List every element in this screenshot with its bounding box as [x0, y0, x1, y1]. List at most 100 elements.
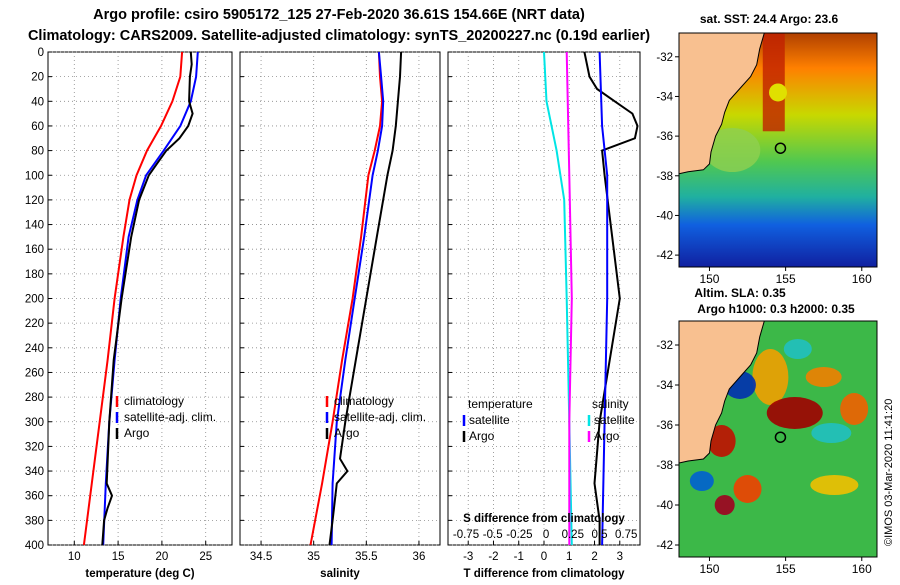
- map-frame: [678, 32, 878, 268]
- x2-tick-label: -0.5: [483, 529, 503, 541]
- x-tick-label: 2: [591, 551, 597, 563]
- y-tick-label: 100: [25, 170, 44, 182]
- x-tick-label: 0: [541, 551, 547, 563]
- legend-label: satellite: [594, 413, 635, 427]
- series-line-satellite-adj--clim-: [330, 51, 385, 546]
- sla-map-title-2: Argo h1000: 0.3 h2000: 0.35: [697, 302, 855, 316]
- y-tick-label: 320: [25, 441, 44, 453]
- series-line-argo: [101, 51, 194, 546]
- x2-tick-label: -0.25: [506, 529, 532, 541]
- lon-tick-label: 150: [699, 272, 719, 286]
- sla-anomaly: [811, 423, 852, 443]
- lat-tick-label: -42: [656, 250, 673, 262]
- x-tick-label: 10: [68, 551, 81, 563]
- series-line-climatology: [82, 51, 184, 546]
- sla-anomaly: [689, 471, 714, 491]
- x2-axis-label: S difference from climatology: [463, 513, 625, 525]
- legend-label: Argo: [469, 429, 495, 443]
- y-tick-label: 180: [25, 269, 44, 281]
- sla-map-title-1: Altim. SLA: 0.35: [694, 286, 786, 300]
- sst-map-title: sat. SST: 24.4 Argo: 23.6: [700, 12, 839, 26]
- x2-tick-label: 0.5: [592, 529, 608, 541]
- x2-tick-label: 0.75: [615, 529, 637, 541]
- sla-map: -32 -34 -36 -38 -40 -42 150 155 160: [656, 320, 878, 576]
- sla-anomaly: [733, 475, 762, 503]
- imos-credit: ©IMOS 03-Mar-2020 11:41:20: [883, 399, 895, 546]
- y-tick-label: 380: [25, 515, 44, 527]
- x-axis-label: T difference from climatology: [463, 568, 625, 580]
- y-tick-label: 220: [25, 318, 44, 330]
- legend-label: Argo: [334, 426, 360, 440]
- lon-tick-label: 155: [776, 562, 796, 576]
- lon-tick-label: 150: [699, 562, 719, 576]
- x2-tick-label: 0: [543, 529, 549, 541]
- y-tick-label: 20: [31, 72, 44, 84]
- y-tick-label: 400: [25, 540, 44, 552]
- lat-tick-label: -36: [656, 420, 673, 432]
- x-tick-label: -3: [463, 551, 473, 563]
- x-tick-label: 3: [617, 551, 623, 563]
- lat-tick-label: -32: [656, 52, 673, 64]
- sla-anomaly: [783, 339, 812, 359]
- warm-spot: [769, 83, 787, 102]
- x-tick-label: 36: [413, 551, 426, 563]
- x-tick-label: 34.5: [250, 551, 272, 563]
- legend-label: Argo: [594, 429, 620, 443]
- lat-tick-label: -36: [656, 131, 673, 143]
- lat-tick-label: -38: [656, 171, 673, 183]
- map-body: [679, 321, 877, 557]
- sla-anomaly: [805, 367, 842, 387]
- y-tick-label: 160: [25, 244, 44, 256]
- x-axis-label: salinity: [320, 568, 360, 580]
- x-tick-label: -2: [488, 551, 498, 563]
- difference-panel: -3 -2 -1 0 1 2 3 T difference from climatology t…: [447, 51, 641, 580]
- legend-label: Argo: [124, 426, 150, 440]
- float-position-marker: [774, 142, 787, 154]
- lat-tick-label: -32: [656, 340, 673, 352]
- y-tick-label: 200: [25, 294, 44, 306]
- lat-tick-label: -42: [656, 540, 673, 552]
- series-line-s-argo: [565, 51, 573, 545]
- sla-anomaly: [840, 393, 869, 425]
- x-tick-label: 35: [307, 551, 320, 563]
- map-body: [679, 33, 877, 267]
- legend-label: climatology: [334, 394, 394, 408]
- x-tick-label: 35.5: [355, 551, 377, 563]
- series-line-argo: [328, 51, 403, 546]
- legend-label: satellite: [469, 413, 510, 427]
- sla-anomaly: [810, 475, 859, 495]
- lon-tick-label: 160: [852, 272, 872, 286]
- map-frame: [678, 320, 878, 558]
- legend-label: satellite-adj. clim.: [334, 410, 426, 424]
- y-tick-label: 280: [25, 392, 44, 404]
- lon-tick-label: 160: [852, 562, 872, 576]
- y-tick-label: 300: [25, 417, 44, 429]
- lat-tick-label: -34: [656, 91, 673, 103]
- y-tick-label: 260: [25, 367, 44, 379]
- y-tick-label: 60: [31, 121, 44, 133]
- lat-tick-label: -40: [656, 500, 673, 512]
- x-tick-label: -1: [514, 551, 524, 563]
- series-line-s-satellite: [598, 51, 609, 546]
- header-line-2: Climatology: CARS2009. Satellite-adjuste…: [28, 28, 650, 44]
- sla-anomaly: [714, 495, 735, 515]
- lon-tick-label: 155: [776, 272, 796, 286]
- float-position-marker: [774, 431, 787, 443]
- y-tick-label: 40: [31, 96, 44, 108]
- x-tick-label: 20: [156, 551, 169, 563]
- land-mass: [679, 33, 765, 175]
- legend-title: temperature: [468, 397, 533, 411]
- x2-tick-label: -0.75: [453, 529, 479, 541]
- legend-title: salinity: [592, 397, 629, 411]
- sla-anomaly: [707, 425, 736, 457]
- land-mass: [679, 321, 765, 464]
- lat-tick-label: -34: [656, 380, 673, 392]
- warm-current: [762, 33, 785, 132]
- y-tick-label: 80: [31, 146, 44, 158]
- lat-tick-label: -38: [656, 460, 673, 472]
- y-tick-label: 360: [25, 491, 44, 503]
- x2-tick-label: 0.25: [562, 529, 584, 541]
- sla-anomaly: [752, 349, 789, 405]
- salinity-panel: 34.5 35 35.5 36 salinity climatology satellite…: [239, 51, 441, 580]
